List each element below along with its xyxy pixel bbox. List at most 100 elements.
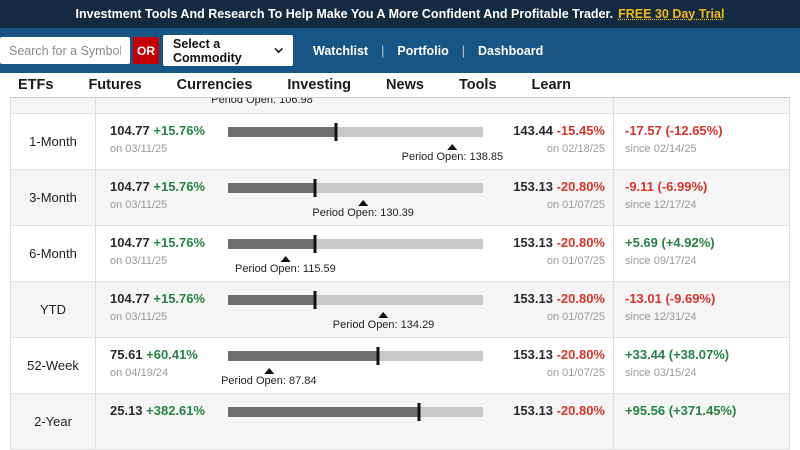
high-price: 153.13	[513, 347, 553, 362]
portfolio-link[interactable]: Portfolio	[397, 43, 449, 58]
column-divider	[10, 282, 11, 337]
high-date: on 01/07/25	[546, 255, 605, 267]
range-bar: Period Open: 130.39	[228, 170, 483, 225]
low-value-block: 104.77 +15.76% on 03/11/25	[110, 123, 205, 155]
high-price: 153.13	[513, 179, 553, 194]
low-value: 104.77 +15.76%	[110, 179, 205, 194]
low-price: 75.61	[110, 347, 143, 362]
dashboard-link[interactable]: Dashboard	[478, 43, 544, 58]
high-value-block: 153.13 -20.80%	[513, 403, 605, 423]
high-date: on 02/18/25	[546, 143, 605, 155]
high-value-block: 153.13 -20.80% on 01/07/25	[513, 235, 605, 267]
high-value: 153.13 -20.80%	[513, 347, 605, 362]
column-divider	[10, 170, 11, 225]
link-separator: |	[381, 43, 385, 58]
low-change-pct: +15.76%	[149, 291, 206, 306]
low-value-block: 104.77 +15.76% on 03/11/25	[110, 291, 205, 323]
low-value: 25.13 +382.61%	[110, 403, 205, 418]
range-bar: Period Open: 87.84	[221, 338, 483, 393]
since-date: since 03/15/24	[625, 367, 697, 379]
period-label: 3-Month	[29, 190, 77, 205]
nav-item-currencies[interactable]: Currencies	[176, 77, 253, 93]
period-label: 6-Month	[29, 246, 77, 261]
commodity-select[interactable]: Select a Commodity	[163, 35, 293, 66]
triangle-up-icon	[280, 256, 291, 262]
nav-item-news[interactable]: News	[386, 77, 424, 93]
table-row: 3-Month 104.77 +15.76% on 03/11/25 Period O…	[10, 170, 790, 226]
low-price: 25.13	[110, 403, 143, 418]
since-date: since 02/14/25	[625, 143, 697, 155]
low-change-pct: +60.41%	[142, 347, 198, 362]
column-divider	[789, 282, 790, 337]
site-header: OR Select a Commodity Watchlist | Portfo…	[0, 28, 800, 73]
commodity-select-label: Select a Commodity	[173, 36, 242, 65]
watchlist-link[interactable]: Watchlist	[313, 43, 369, 58]
range-bar-track	[228, 295, 483, 305]
column-divider	[95, 282, 96, 337]
table-row: 6-Month 104.77 +15.76% on 03/11/25 Period O…	[10, 226, 790, 282]
column-divider	[10, 114, 11, 169]
high-value-block: 153.13 -20.80% on 01/07/25	[513, 347, 605, 379]
high-date: on 01/07/25	[546, 199, 605, 211]
column-divider	[789, 114, 790, 169]
column-divider	[613, 98, 614, 113]
period-open-marker: Period Open: 87.84	[221, 368, 317, 387]
low-price: 104.77	[110, 123, 150, 138]
low-change-pct: +382.61%	[142, 403, 206, 418]
high-change-pct: -15.45%	[552, 123, 605, 138]
column-divider	[95, 114, 96, 169]
column-divider	[10, 226, 11, 281]
high-value-block: 153.13 -20.80% on 01/07/25	[513, 291, 605, 323]
low-change-pct: +15.76%	[149, 235, 206, 250]
period-open-label: Period Open: 87.84	[221, 375, 317, 387]
high-value-block: 143.44 -15.45% on 02/18/25	[513, 123, 605, 155]
column-divider	[613, 394, 614, 449]
column-divider	[789, 338, 790, 393]
period-open-marker: Period Open: 138.85	[402, 144, 503, 163]
period-change: -13.01 (-9.69%)	[625, 291, 716, 306]
search-input[interactable]	[0, 37, 130, 64]
last-price-tick	[334, 123, 338, 141]
triangle-up-icon	[358, 200, 369, 206]
change-block: +5.69 (+4.92%) since 09/17/24	[625, 235, 715, 267]
table-row: 52-Week 75.61 +60.41% on 04/19/24 Period Op…	[10, 338, 790, 394]
low-value: 104.77 +15.76%	[110, 123, 205, 138]
low-value-block: 25.13 +382.61%	[110, 403, 205, 423]
free-trial-link[interactable]: FREE 30 Day Trial	[618, 7, 725, 21]
period-performance-table: Period Open: 106.98 1-Month 104.77 +15.76%…	[10, 97, 790, 450]
range-bar-fill	[228, 239, 315, 249]
low-date: on 03/11/25	[110, 255, 168, 267]
high-date: on 01/07/25	[546, 311, 605, 323]
high-value: 153.13 -20.80%	[513, 179, 605, 194]
period-change: +95.56 (+371.45%)	[625, 403, 737, 418]
high-price: 153.13	[513, 403, 553, 418]
low-date: on 03/11/25	[110, 199, 168, 211]
column-divider	[613, 114, 614, 169]
low-date: on 04/19/24	[110, 367, 169, 379]
period-open-marker: Period Open: 130.39	[312, 200, 414, 219]
low-value-block: 104.77 +15.76% on 03/11/25	[110, 235, 205, 267]
high-value-block: 153.13 -20.80% on 01/07/25	[513, 179, 605, 211]
since-date: since 12/31/24	[625, 311, 697, 323]
nav-item-learn[interactable]: Learn	[531, 77, 572, 93]
period-change: -17.57 (-12.65%)	[625, 123, 723, 138]
nav-item-etfs[interactable]: ETFs	[18, 77, 54, 93]
range-bar-fill	[228, 183, 315, 193]
high-date: on 01/07/25	[546, 367, 605, 379]
low-date: on 03/11/25	[110, 143, 168, 155]
table-row: 2-Year 25.13 +382.61% 153.13 -20.80% +95.56…	[10, 394, 790, 450]
column-divider	[789, 394, 790, 449]
nav-item-futures[interactable]: Futures	[88, 77, 142, 93]
column-divider	[789, 170, 790, 225]
last-price-tick	[313, 179, 317, 197]
change-block: +95.56 (+371.45%)	[625, 403, 736, 423]
nav-item-tools[interactable]: Tools	[458, 77, 497, 93]
nav-item-investing[interactable]: Investing	[287, 77, 352, 93]
column-divider	[613, 226, 614, 281]
range-bar: Period Open: 115.59	[228, 226, 483, 281]
period-change: +33.44 (+38.07%)	[625, 347, 730, 362]
column-divider	[95, 394, 96, 449]
high-price: 143.44	[513, 123, 553, 138]
high-change-pct: -20.80%	[552, 347, 605, 362]
low-value: 104.77 +15.76%	[110, 291, 205, 306]
